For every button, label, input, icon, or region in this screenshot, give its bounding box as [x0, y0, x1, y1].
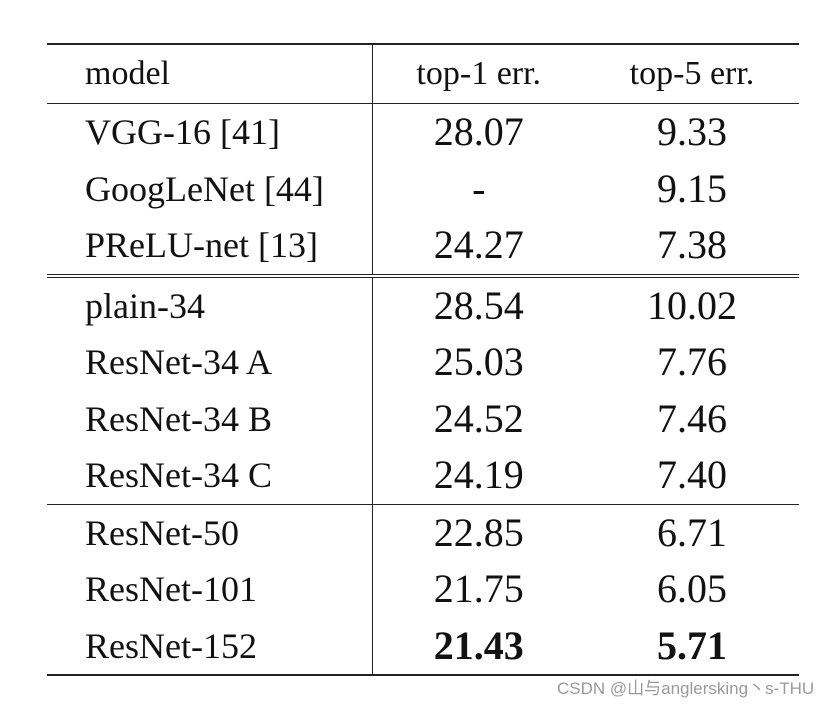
table-row: GoogLeNet [44] - 9.15 — [47, 160, 799, 217]
table-row: ResNet-34 A 25.03 7.76 — [47, 334, 799, 391]
results-table-container: model top-1 err. top-5 err. VGG-16 [41] … — [47, 43, 799, 676]
table-row: ResNet-34 B 24.52 7.46 — [47, 390, 799, 447]
top5-value: 7.46 — [657, 395, 727, 441]
top5-value: 6.05 — [657, 566, 727, 612]
model-name: ResNet-152 — [47, 617, 373, 676]
top1-value: 24.52 — [433, 395, 524, 441]
table-row: ResNet-34 C 24.19 7.40 — [47, 447, 799, 504]
table-row: ResNet-101 21.75 6.05 — [47, 561, 799, 618]
top1-value: 24.19 — [433, 452, 524, 498]
table-row: PReLU-net [13] 24.27 7.38 — [47, 217, 799, 276]
model-name: ResNet-34 B — [47, 390, 373, 447]
top1-value: 28.07 — [433, 109, 524, 155]
header-model: model — [47, 43, 373, 104]
top1-value: - — [472, 165, 486, 211]
model-name: VGG-16 [41] — [47, 103, 373, 161]
header-top1-err: top-1 err. — [372, 43, 585, 104]
top1-value: 21.75 — [433, 566, 524, 612]
top5-value: 9.33 — [657, 109, 727, 155]
top5-value: 9.15 — [657, 165, 727, 211]
top5-value: 10.02 — [585, 273, 799, 334]
top5-value: 5.71 — [585, 617, 799, 676]
header-top5-err: top-5 err. — [585, 43, 799, 104]
top5-value: 7.76 — [657, 339, 727, 385]
error-rate-table: model top-1 err. top-5 err. VGG-16 [41] … — [47, 43, 799, 676]
top1-value: 25.03 — [433, 339, 524, 385]
table-row: ResNet-152 21.43 5.71 — [47, 617, 799, 676]
table-row: ResNet-50 22.85 6.71 — [47, 503, 799, 561]
model-name: PReLU-net [13] — [47, 217, 373, 276]
top5-value: 7.38 — [657, 222, 727, 268]
top1-value: 24.27 — [433, 222, 524, 268]
watermark: CSDN @山与anglersking丶s-THU — [557, 679, 815, 698]
table-row: plain-34 28.54 10.02 — [47, 273, 799, 334]
top5-value: 6.71 — [585, 503, 799, 561]
top1-value: 28.54 — [372, 273, 585, 334]
table-header-row: model top-1 err. top-5 err. — [47, 43, 799, 104]
table-row: VGG-16 [41] 28.07 9.33 — [47, 103, 799, 161]
model-name: ResNet-34 C — [47, 447, 373, 504]
model-name: GoogLeNet [44] — [47, 160, 373, 217]
top1-value: 22.85 — [372, 503, 585, 561]
model-name: ResNet-34 A — [47, 334, 373, 391]
top5-value: 7.40 — [657, 452, 727, 498]
top1-value: 21.43 — [372, 617, 585, 676]
model-name: plain-34 — [47, 273, 373, 334]
model-name: ResNet-101 — [47, 561, 373, 618]
model-name: ResNet-50 — [47, 503, 373, 561]
